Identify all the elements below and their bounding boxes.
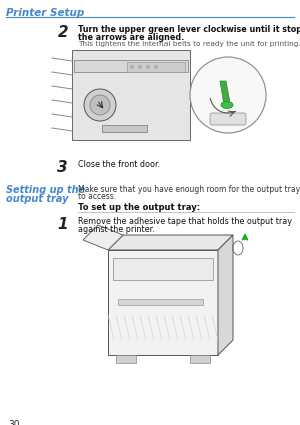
Bar <box>74 60 188 72</box>
Text: output tray: output tray <box>6 194 68 204</box>
Text: Close the front door.: Close the front door. <box>78 160 160 169</box>
Bar <box>116 355 136 363</box>
Polygon shape <box>108 235 233 250</box>
Text: To set up the output tray:: To set up the output tray: <box>78 203 200 212</box>
Text: the arrows are aligned.: the arrows are aligned. <box>78 32 184 42</box>
Text: 3: 3 <box>57 160 68 175</box>
Bar <box>127 62 185 72</box>
Circle shape <box>190 57 266 133</box>
Bar <box>113 258 213 280</box>
Bar <box>108 250 218 355</box>
Bar <box>190 355 210 363</box>
Text: Make sure that you have enough room for the output tray and that it is easy: Make sure that you have enough room for … <box>78 185 300 194</box>
Text: 2: 2 <box>57 25 68 40</box>
Bar <box>102 125 147 132</box>
Ellipse shape <box>221 102 233 108</box>
Bar <box>118 299 203 305</box>
Circle shape <box>84 89 116 121</box>
Circle shape <box>90 95 110 115</box>
Circle shape <box>139 65 142 68</box>
Polygon shape <box>220 81 230 105</box>
Polygon shape <box>218 235 233 355</box>
Circle shape <box>130 65 134 68</box>
Text: Remove the adhesive tape that holds the output tray: Remove the adhesive tape that holds the … <box>78 217 292 226</box>
Text: Turn the upper green lever clockwise until it stops and: Turn the upper green lever clockwise unt… <box>78 25 300 34</box>
Text: Setting up the: Setting up the <box>6 185 85 195</box>
Text: 30: 30 <box>8 420 20 425</box>
Text: Printer Setup: Printer Setup <box>6 8 84 18</box>
Polygon shape <box>83 225 123 250</box>
Text: against the printer.: against the printer. <box>78 224 155 233</box>
FancyBboxPatch shape <box>210 113 246 125</box>
Circle shape <box>154 65 158 68</box>
Circle shape <box>146 65 149 68</box>
Text: to access.: to access. <box>78 192 116 201</box>
Text: This tightens the internal belts to ready the unit for printing.: This tightens the internal belts to read… <box>78 41 300 47</box>
Text: 1: 1 <box>57 217 68 232</box>
Bar <box>72 50 190 140</box>
